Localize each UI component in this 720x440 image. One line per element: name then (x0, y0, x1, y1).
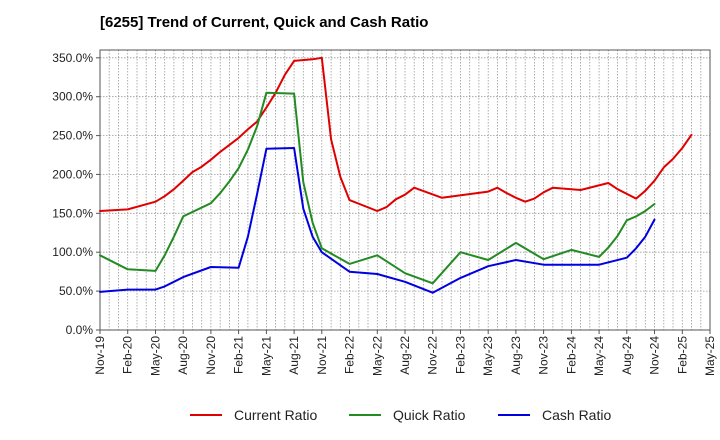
x-tick-label: Nov-24 (648, 336, 662, 375)
x-tick-label: Nov-19 (93, 336, 107, 375)
x-tick-label: Feb-20 (121, 336, 135, 374)
y-tick-label: 200.0% (52, 167, 93, 181)
y-tick-label: 0.0% (66, 323, 94, 337)
x-tick-label: May-20 (149, 336, 163, 376)
x-tick-label: Aug-23 (509, 336, 523, 375)
x-tick-label: Feb-22 (343, 336, 357, 374)
x-tick-label: May-23 (481, 336, 495, 376)
x-tick-label: Feb-21 (232, 336, 246, 374)
y-tick-label: 250.0% (52, 129, 93, 143)
y-tick-label: 100.0% (52, 245, 93, 259)
x-tick-label: Feb-24 (564, 336, 578, 374)
x-tick-label: Feb-23 (454, 336, 468, 374)
x-tick-label: Aug-21 (287, 336, 301, 375)
series-layer (99, 56, 693, 294)
x-tick-label: Nov-22 (426, 336, 440, 375)
x-tick-label: Aug-20 (176, 336, 190, 375)
x-tick-label: May-21 (259, 336, 273, 376)
x-tick-label: Nov-23 (537, 336, 551, 375)
x-tick-label: Nov-20 (204, 336, 218, 375)
x-tick-label: Aug-22 (398, 336, 412, 375)
series-line-current-ratio (99, 56, 693, 212)
x-tick-label: Aug-24 (620, 336, 634, 375)
y-tick-label: 300.0% (52, 90, 93, 104)
grid-layer (100, 50, 710, 330)
legend-label: Quick Ratio (393, 407, 466, 423)
x-tick-label: Feb-25 (675, 336, 689, 374)
x-tick-label: May-24 (592, 336, 606, 376)
x-tick-label: May-25 (703, 336, 717, 376)
axis-layer: 0.0% 50.0% 100.0% 150.0% 200.0% 250.0% 300.0% 3… (52, 51, 717, 376)
legend-label: Current Ratio (234, 407, 317, 423)
series-line-quick-ratio (99, 91, 656, 285)
x-tick-label: Nov-21 (315, 336, 329, 375)
y-tick-label: 350.0% (52, 51, 93, 65)
x-tick-label: May-22 (370, 336, 384, 376)
legend-label: Cash Ratio (542, 407, 611, 423)
y-tick-label: 150.0% (52, 206, 93, 220)
series-line-cash-ratio (99, 147, 656, 294)
chart-title: [6255] Trend of Current, Quick and Cash … (100, 14, 429, 31)
legend-layer: Current Ratio Quick Ratio Cash Ratio (190, 407, 611, 423)
y-tick-label: 50.0% (59, 284, 93, 298)
